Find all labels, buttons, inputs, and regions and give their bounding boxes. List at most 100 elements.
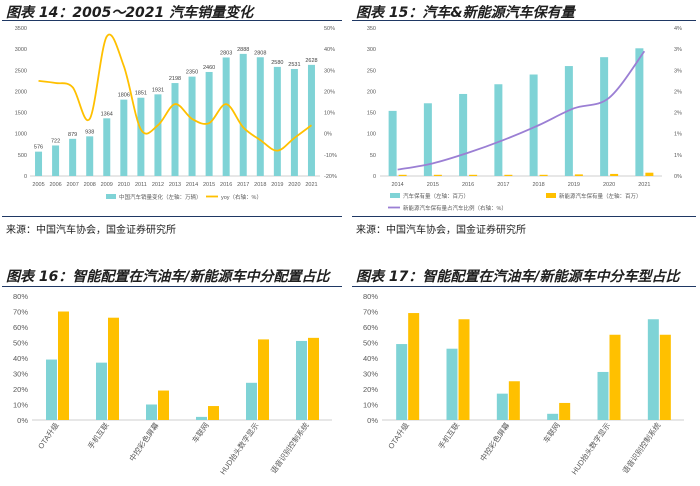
bar-nev <box>258 339 269 420</box>
bar-sales <box>120 99 128 176</box>
y-tick-label: 0% <box>17 416 28 425</box>
y-tick-label: 2000 <box>15 89 27 95</box>
x-tick-label: 2014 <box>186 182 198 188</box>
title-rule <box>2 20 342 21</box>
data-label: 2531 <box>288 62 300 68</box>
bar-gasoline <box>597 371 609 420</box>
y-tick-label: 40% <box>13 354 28 363</box>
x-tick-label: 2010 <box>118 182 130 188</box>
x-tick-label: 2020 <box>603 182 615 188</box>
x-tick-label: 2014 <box>392 182 404 188</box>
data-label: 2580 <box>271 60 283 66</box>
source-rule <box>352 216 696 217</box>
bar-gasoline <box>446 348 458 420</box>
y-tick-label: 80% <box>13 292 28 301</box>
data-label: 938 <box>85 129 94 135</box>
x-tick-label: HUD抬头数字显示 <box>569 420 613 476</box>
x-tick-label: 中控彩色屏幕 <box>127 420 161 463</box>
bar-nev-parc <box>610 173 619 176</box>
bar-nev <box>659 334 671 420</box>
y-tick-label: 3500 <box>15 26 27 32</box>
data-label: 576 <box>34 145 43 151</box>
bar-car-parc <box>600 57 609 177</box>
x-tick-label: 2021 <box>638 182 650 188</box>
source-note: 来源：中国汽车协会，国金证券研究所 <box>6 225 176 236</box>
title-rule <box>352 286 696 287</box>
legend-label: 汽车保有量（左轴：百万） <box>403 192 469 200</box>
bar-nev <box>508 381 520 420</box>
bar-sales <box>103 118 111 176</box>
bar-sales <box>52 145 60 176</box>
y-tick-label: 150 <box>367 111 376 117</box>
legend-swatch-sales <box>106 194 116 199</box>
bar-nev <box>458 319 470 420</box>
y-tick-label: 0 <box>373 174 376 180</box>
y-tick-label: 40% <box>363 354 378 363</box>
bar-nev-parc <box>398 174 407 176</box>
y-tick-label: 20% <box>363 385 378 394</box>
y-tick-label: 250 <box>367 68 376 74</box>
y-tick-label: 0 <box>24 174 27 180</box>
y-tick-label: 70% <box>13 308 28 317</box>
chart-model-share: 0% 10% 20% 30% 40% 50% 60% 70% 80% OTA升级 手机互联 中控彩色屏… <box>363 292 684 476</box>
bar-nev <box>408 313 420 420</box>
y-tick-label: 350 <box>367 26 376 32</box>
data-label: 2350 <box>186 70 198 76</box>
y-tick-label: 300 <box>367 47 376 53</box>
y-tick-label: 30% <box>363 370 378 379</box>
bar-sales <box>154 94 162 176</box>
bar-sales <box>188 76 196 176</box>
data-label: 1851 <box>135 91 147 97</box>
x-tick-label: 手机互联 <box>436 420 462 451</box>
bar-gasoline <box>296 340 307 420</box>
x-tick-label: 车联网 <box>190 420 211 444</box>
panel-car-sales: 图表 14：2005～2021 汽车销量变化 0 500 1000 1500 2000 2… <box>0 0 350 238</box>
bar-nev-parc <box>574 174 583 176</box>
y2-tick-label: 2% <box>674 111 682 117</box>
data-label: 2460 <box>203 65 215 71</box>
y-tick-label: 200 <box>367 89 376 95</box>
x-tick-label: 2015 <box>427 182 439 188</box>
legend-swatch-nev-parc <box>546 193 556 198</box>
y2-tick-label: 3% <box>674 68 682 74</box>
bar-gasoline <box>46 359 57 420</box>
legend-label: 新能源汽车保有量（左轴：百万） <box>559 192 642 200</box>
legend-label: 新能源汽车保有量占汽车比例（右轴：%） <box>403 204 507 212</box>
legend-label: 中国汽车销量变化（左轴：万辆） <box>119 193 202 201</box>
x-tick-label: 车联网 <box>541 420 562 444</box>
x-tick-label: 2021 <box>305 182 317 188</box>
y2-tick-label: 3% <box>674 47 682 53</box>
y-tick-label: 20% <box>13 385 28 394</box>
line-yoy <box>38 33 313 152</box>
x-tick-label: HUD抬头数字显示 <box>217 420 261 476</box>
x-tick-label: 2017 <box>497 182 509 188</box>
chart-title: 图表 14：2005～2021 汽车销量变化 <box>6 5 254 21</box>
bar-sales <box>86 136 94 176</box>
x-tick-label: 2016 <box>462 182 474 188</box>
bar-nev-parc <box>433 174 442 176</box>
legend-swatch-car-parc <box>390 193 400 198</box>
data-label: 1931 <box>152 87 164 93</box>
bar-sales <box>69 138 77 176</box>
x-tick-label: 2006 <box>49 182 61 188</box>
bar-sales <box>239 53 247 176</box>
bar-gasoline <box>396 344 408 420</box>
data-label: 2888 <box>237 47 249 53</box>
line-nev-share <box>397 50 646 171</box>
y-tick-label: 60% <box>363 323 378 332</box>
bar-sales <box>307 64 315 176</box>
x-tick-label: 2009 <box>101 182 113 188</box>
x-tick-label: 2007 <box>67 182 79 188</box>
y-tick-label: 30% <box>13 370 28 379</box>
x-tick-label: 2013 <box>169 182 181 188</box>
y2-tick-label: 0% <box>674 174 682 180</box>
y2-tick-label: 1% <box>674 132 682 138</box>
panel-vehicle-parc: 图表 15：汽车&新能源汽车保有量 0 50 100 150 200 250 300 350 0… <box>350 0 700 238</box>
data-label: 722 <box>51 138 60 144</box>
y-tick-label: 0% <box>367 416 378 425</box>
bar-nev <box>58 311 69 420</box>
x-tick-label: 2012 <box>152 182 164 188</box>
data-label: 2628 <box>305 58 317 64</box>
y2-tick-label: 20% <box>324 89 335 95</box>
y-tick-label: 10% <box>363 401 378 410</box>
